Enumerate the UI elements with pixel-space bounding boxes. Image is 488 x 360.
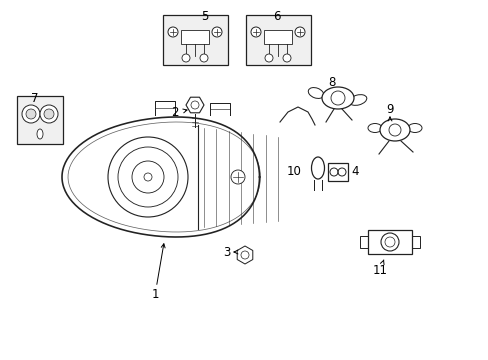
Ellipse shape [379, 119, 409, 141]
Text: 6: 6 [273, 10, 280, 23]
Ellipse shape [311, 157, 324, 179]
Bar [264, 30, 291, 44]
Bar [245, 15, 310, 65]
Ellipse shape [407, 123, 421, 132]
Text: 7: 7 [31, 91, 39, 104]
Circle shape [168, 27, 178, 37]
Text: 5: 5 [201, 10, 208, 23]
Polygon shape [237, 246, 252, 264]
Text: 10: 10 [286, 166, 301, 179]
Circle shape [143, 173, 152, 181]
Circle shape [44, 109, 54, 119]
Circle shape [380, 233, 398, 251]
Ellipse shape [348, 95, 366, 105]
Text: 1: 1 [151, 288, 159, 301]
Ellipse shape [321, 87, 353, 109]
Bar [163, 15, 227, 65]
Text: 3: 3 [223, 246, 230, 258]
Polygon shape [62, 117, 259, 237]
Polygon shape [185, 97, 203, 113]
Text: 8: 8 [327, 76, 335, 89]
Text: 4: 4 [350, 166, 358, 179]
Ellipse shape [367, 123, 381, 132]
Bar [17, 96, 63, 144]
Text: 9: 9 [386, 104, 393, 117]
Circle shape [250, 27, 261, 37]
Circle shape [264, 54, 272, 62]
Circle shape [294, 27, 305, 37]
Bar [367, 230, 411, 254]
Circle shape [40, 105, 58, 123]
Text: 2: 2 [171, 107, 179, 120]
Circle shape [230, 170, 244, 184]
Circle shape [26, 109, 36, 119]
Circle shape [200, 54, 207, 62]
Circle shape [22, 105, 40, 123]
Circle shape [182, 54, 190, 62]
Ellipse shape [307, 87, 323, 98]
Circle shape [212, 27, 222, 37]
Circle shape [283, 54, 290, 62]
Ellipse shape [37, 129, 43, 139]
Bar [181, 30, 208, 44]
Bar [327, 163, 347, 181]
Bar [359, 236, 369, 248]
Bar [409, 236, 419, 248]
Text: 11: 11 [372, 264, 386, 276]
